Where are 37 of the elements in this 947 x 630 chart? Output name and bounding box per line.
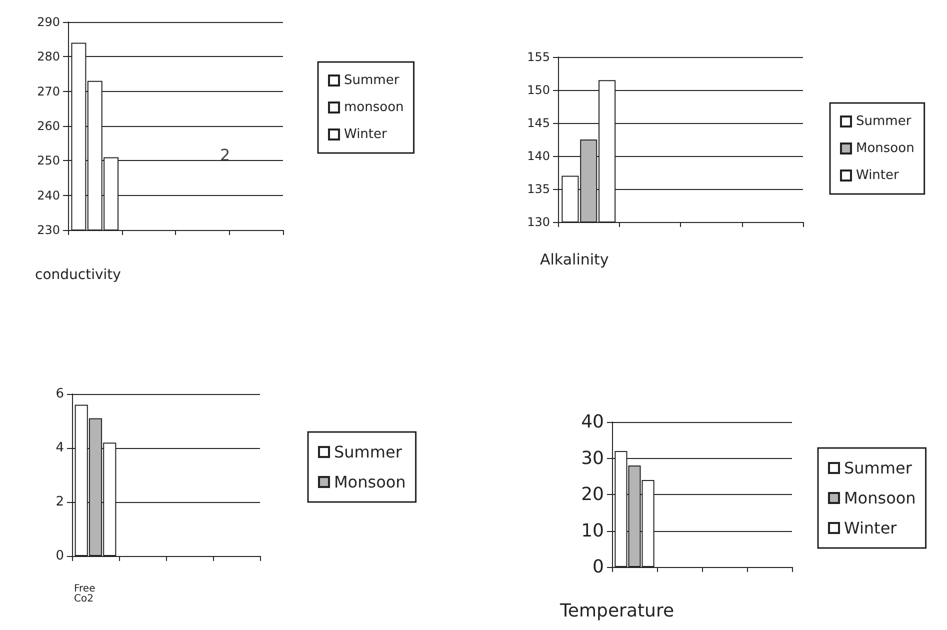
- legend-label: Summer: [334, 442, 402, 462]
- y-tick-label: 0: [56, 548, 64, 564]
- legend-label: Summer: [844, 458, 912, 478]
- x-axis-title: Free Co2: [74, 584, 98, 604]
- x-axis-title: conductivity: [35, 267, 121, 283]
- legend-label: Summer: [856, 114, 912, 129]
- y-tick-label: 155: [527, 50, 550, 64]
- legend-label: Monsoon: [856, 141, 914, 156]
- y-tick-label: 260: [37, 119, 60, 133]
- y-tick-label: 240: [37, 188, 60, 202]
- y-tick-label: 6: [56, 386, 64, 402]
- y-tick-label: 4: [56, 440, 64, 456]
- y-tick-label: 140: [527, 149, 550, 163]
- y-tick-label: 10: [581, 520, 604, 542]
- y-tick-label: 290: [37, 15, 60, 29]
- y-tick-label: 30: [581, 448, 604, 469]
- y-tick-label: 40: [581, 412, 604, 432]
- x-axis-title: Temperature: [559, 600, 674, 622]
- y-tick-label: 145: [527, 116, 550, 130]
- legend-label: Monsoon: [334, 472, 406, 492]
- legend-label: Monsoon: [844, 488, 916, 508]
- y-tick-label: 2: [56, 494, 64, 510]
- x-axis-title: Alkalinity: [540, 250, 609, 268]
- y-tick-label: 0: [592, 556, 604, 578]
- y-tick-label: 270: [37, 84, 60, 98]
- y-tick-label: 130: [527, 215, 550, 229]
- y-tick-label: 150: [527, 83, 550, 97]
- y-tick-label: 135: [527, 182, 550, 196]
- y-tick-label: 250: [37, 154, 60, 168]
- legend-label: Summer: [344, 73, 400, 88]
- y-tick-label: 280: [37, 50, 60, 64]
- legend-label: Winter: [344, 127, 388, 142]
- legend-label: Winter: [844, 518, 898, 538]
- y-tick-label: 20: [581, 484, 604, 505]
- legend-label: Winter: [856, 168, 900, 183]
- legend-label: monsoon: [344, 100, 404, 115]
- y-tick-label: 230: [37, 223, 60, 237]
